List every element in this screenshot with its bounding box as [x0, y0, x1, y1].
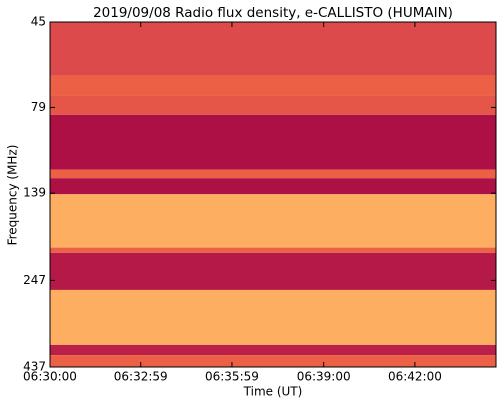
x-tick-label: 06:30:00	[23, 370, 77, 384]
y-tick-label: 79	[31, 100, 46, 114]
spectrogram-band	[50, 289, 496, 345]
spectrogram-band	[50, 114, 496, 170]
spectrogram-band	[50, 194, 496, 248]
x-tick-label: 06:35:59	[205, 370, 259, 384]
y-tick-label: 247	[23, 273, 46, 287]
y-tick-label: 45	[31, 15, 46, 29]
spectrogram-band	[50, 178, 496, 195]
x-axis-label: Time (UT)	[243, 385, 303, 399]
y-tick-label: 437	[23, 360, 46, 374]
spectrogram-band	[50, 344, 496, 356]
y-axis-label: Frequency (MHz)	[6, 145, 20, 246]
spectrogram-band	[50, 247, 496, 253]
spectrogram-band	[50, 95, 496, 115]
x-tick-label: 06:39:00	[297, 370, 351, 384]
y-tick-label: 139	[23, 186, 46, 200]
x-tick-label: 06:32:59	[114, 370, 168, 384]
plot-frame	[49, 21, 497, 368]
chart-title: 2019/09/08 Radio flux density, e-CALLIST…	[93, 5, 453, 21]
spectrogram-band	[50, 22, 496, 76]
spectrogram-band	[50, 169, 496, 179]
x-tick-label: 06:42:00	[388, 370, 442, 384]
spectrogram-band	[50, 355, 496, 367]
spectrogram-band	[50, 75, 496, 96]
spectrogram-band	[50, 252, 496, 290]
